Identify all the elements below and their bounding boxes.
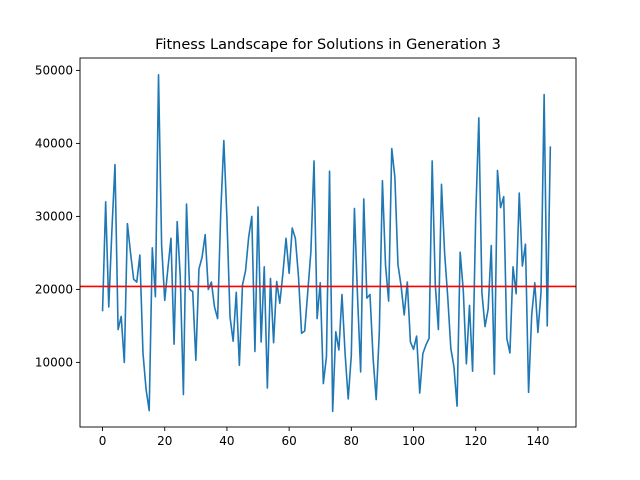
x-tick-label: 40 xyxy=(219,434,234,448)
x-tick-label: 20 xyxy=(157,434,172,448)
x-tick-label: 140 xyxy=(526,434,549,448)
y-tick-label: 20000 xyxy=(35,282,73,296)
x-tick-label: 120 xyxy=(464,434,487,448)
x-tick-label: 80 xyxy=(344,434,359,448)
x-tick-label: 0 xyxy=(99,434,107,448)
plot-frame xyxy=(79,57,577,428)
fitness-series-line xyxy=(101,73,552,413)
y-axis: 10000 20000 30000 40000 50000 xyxy=(35,63,80,369)
y-tick-label: 10000 xyxy=(35,355,73,369)
y-tick-label: 40000 xyxy=(35,136,73,150)
x-tick-label: 100 xyxy=(402,434,425,448)
chart-title: Fitness Landscape for Solutions in Gener… xyxy=(155,37,501,53)
plot-area xyxy=(80,73,576,413)
y-tick-label: 30000 xyxy=(35,209,73,223)
y-tick-label: 50000 xyxy=(35,63,73,77)
x-axis: 0 20 40 60 80 100 120 140 xyxy=(99,427,549,448)
x-tick-label: 60 xyxy=(281,434,296,448)
